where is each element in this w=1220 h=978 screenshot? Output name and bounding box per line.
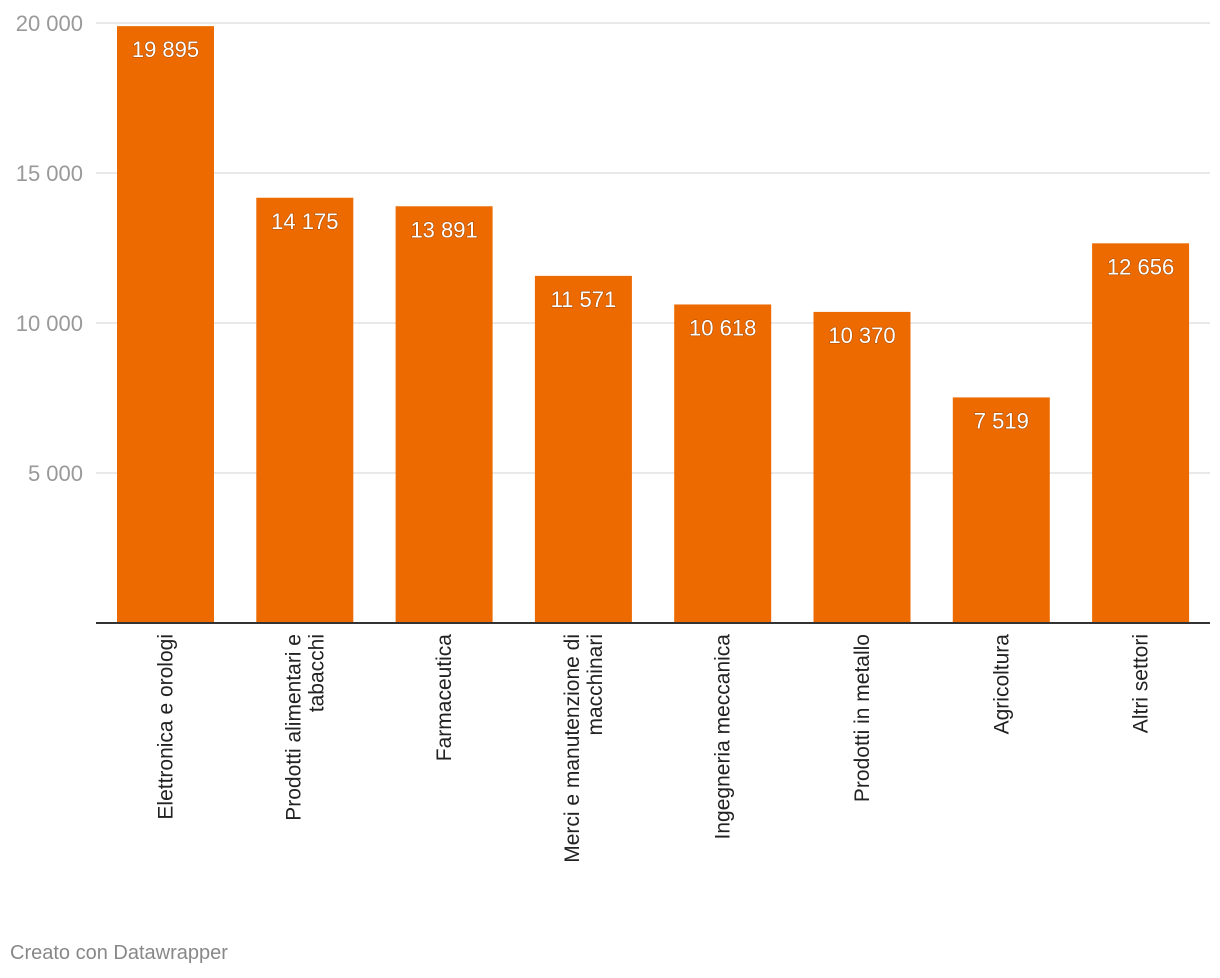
credit-text: Creato con Datawrapper xyxy=(10,942,228,964)
value-label: 14 175 xyxy=(271,209,338,234)
bar xyxy=(952,397,1050,623)
category-label-line: Merci e manutenzione di xyxy=(561,634,584,863)
category-label-line: Agricoltura xyxy=(990,634,1013,735)
y-tick-label: 5 000 xyxy=(28,461,83,486)
category-labels: Elettronica e orologi Prodotti alimentari… xyxy=(155,634,1153,863)
value-label: 12 656 xyxy=(1107,254,1174,279)
category-label: Prodotti in metallo xyxy=(851,634,874,802)
category-label: Agricoltura xyxy=(990,634,1013,735)
category-label-line: Elettronica e orologi xyxy=(155,634,178,820)
bar xyxy=(1092,243,1190,623)
category-label: Merci e manutenzione di macchinari xyxy=(561,634,607,863)
value-label: 7 519 xyxy=(974,408,1029,433)
value-label: 19 895 xyxy=(132,37,199,62)
category-label-line: tabacchi xyxy=(305,634,328,712)
bar xyxy=(534,275,632,623)
bar xyxy=(117,26,214,623)
value-labels: 19 895 14 175 13 891 11 571 10 618 10 370 7 51… xyxy=(131,37,1175,434)
y-axis-ticks: 5 000 10 000 15 000 20 000 xyxy=(16,11,83,486)
category-label: Prodotti alimentari e tabacchi xyxy=(282,634,328,821)
value-label: 10 618 xyxy=(689,315,756,340)
category-label: Ingegneria meccanica xyxy=(712,634,735,840)
category-label-line: Altri settori xyxy=(1130,634,1153,733)
category-label-line: macchinari xyxy=(584,634,607,736)
y-tick-label: 15 000 xyxy=(16,161,83,186)
value-label: 11 571 xyxy=(551,287,617,312)
y-tick-label: 20 000 xyxy=(16,11,83,36)
category-label-line: Prodotti alimentari e xyxy=(282,634,305,821)
category-label-line: Farmaceutica xyxy=(433,634,456,762)
category-label-line: Ingegneria meccanica xyxy=(712,634,735,840)
bar xyxy=(674,304,772,623)
bar xyxy=(256,197,354,623)
bars xyxy=(117,26,1190,623)
bar xyxy=(813,311,911,623)
y-tick-label: 10 000 xyxy=(16,311,83,336)
category-label-line: Prodotti in metallo xyxy=(851,634,874,802)
category-label: Elettronica e orologi xyxy=(155,634,178,820)
category-label: Altri settori xyxy=(1130,634,1153,733)
category-label: Farmaceutica xyxy=(433,634,456,762)
value-label: 13 891 xyxy=(410,217,477,242)
value-label: 10 370 xyxy=(828,323,895,348)
bar xyxy=(395,206,493,623)
